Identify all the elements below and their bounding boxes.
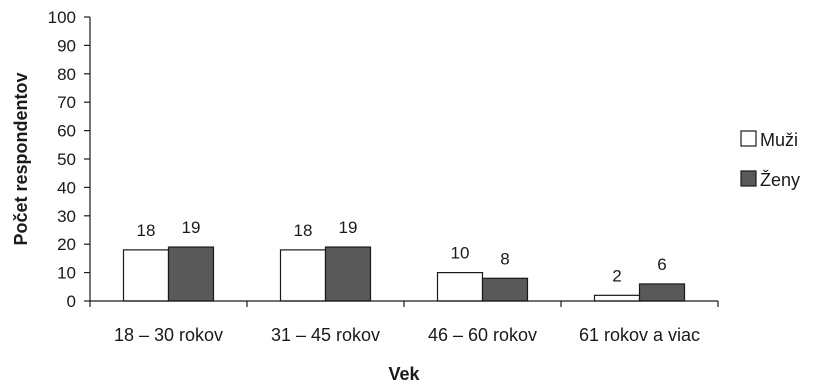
y-tick-label: 40	[57, 178, 76, 197]
bars	[89, 246, 719, 307]
y-tick-label: 50	[57, 150, 76, 169]
y-tick-label: 70	[57, 93, 76, 112]
bar-muzi	[122, 249, 170, 302]
data-label: 18	[137, 221, 156, 240]
y-tick-label: 80	[57, 65, 76, 84]
y-tick-label: 30	[57, 207, 76, 226]
legend-swatch-zeny	[740, 170, 757, 187]
bar-zeny	[638, 283, 686, 302]
bar-muzi	[436, 272, 484, 302]
x-axis-category-labels: 18 – 30 rokov 31 – 45 rokov 46 – 60 rokov 6…	[114, 325, 700, 345]
legend-swatch-muzi	[740, 130, 757, 147]
data-label: 19	[339, 218, 358, 237]
x-category-label: 31 – 45 rokov	[271, 325, 380, 345]
y-tick-label: 100	[48, 8, 76, 27]
bar-muzi	[593, 294, 641, 302]
bar-zeny	[324, 246, 372, 302]
y-axis-title: Počet respondentov	[11, 72, 31, 245]
bar-zeny	[167, 246, 215, 302]
y-tick-label: 60	[57, 122, 76, 141]
x-axis-title: Vek	[388, 364, 420, 384]
y-tick-label: 10	[57, 264, 76, 283]
x-category-label: 61 rokov a viac	[579, 325, 700, 345]
bar-zeny	[481, 277, 529, 302]
x-category-label: 18 – 30 rokov	[114, 325, 223, 345]
y-axis-ticks: 0 10 20 30 40 50 60 70 80 90 100	[48, 8, 90, 311]
data-label: 19	[182, 218, 201, 237]
data-labels: 18 19 18 19 10 8 2 6	[137, 218, 667, 285]
y-tick-label: 20	[57, 235, 76, 254]
data-label: 6	[657, 255, 666, 274]
x-category-label: 46 – 60 rokov	[428, 325, 537, 345]
data-label: 10	[451, 244, 470, 263]
y-tick-label: 0	[67, 292, 76, 311]
data-label: 2	[612, 266, 621, 285]
legend-label-zeny: Ženy	[760, 170, 800, 190]
data-label: 8	[500, 249, 509, 268]
data-label: 18	[294, 221, 313, 240]
legend-label-muzi: Muži	[760, 130, 798, 150]
bar-muzi	[279, 249, 327, 302]
y-tick-label: 90	[57, 36, 76, 55]
legend: Muži Ženy	[740, 130, 800, 190]
